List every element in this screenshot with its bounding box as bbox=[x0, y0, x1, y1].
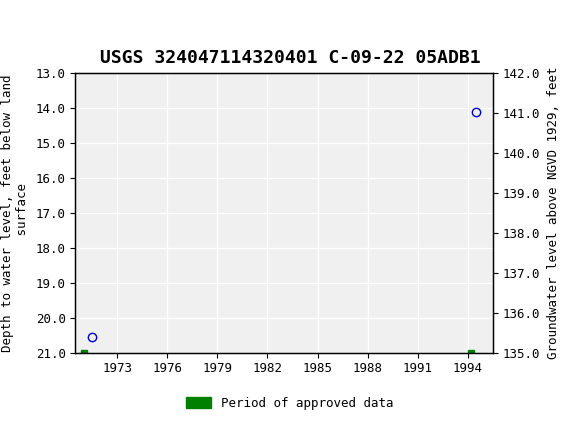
Legend: Period of approved data: Period of approved data bbox=[181, 392, 399, 415]
Text: ≡USGS: ≡USGS bbox=[6, 16, 82, 35]
Y-axis label: Groundwater level above NGVD 1929, feet: Groundwater level above NGVD 1929, feet bbox=[547, 67, 560, 359]
Text: USGS 324047114320401 C-09-22 05ADB1: USGS 324047114320401 C-09-22 05ADB1 bbox=[100, 49, 480, 67]
Y-axis label: Depth to water level, feet below land
 surface: Depth to water level, feet below land su… bbox=[1, 74, 29, 352]
